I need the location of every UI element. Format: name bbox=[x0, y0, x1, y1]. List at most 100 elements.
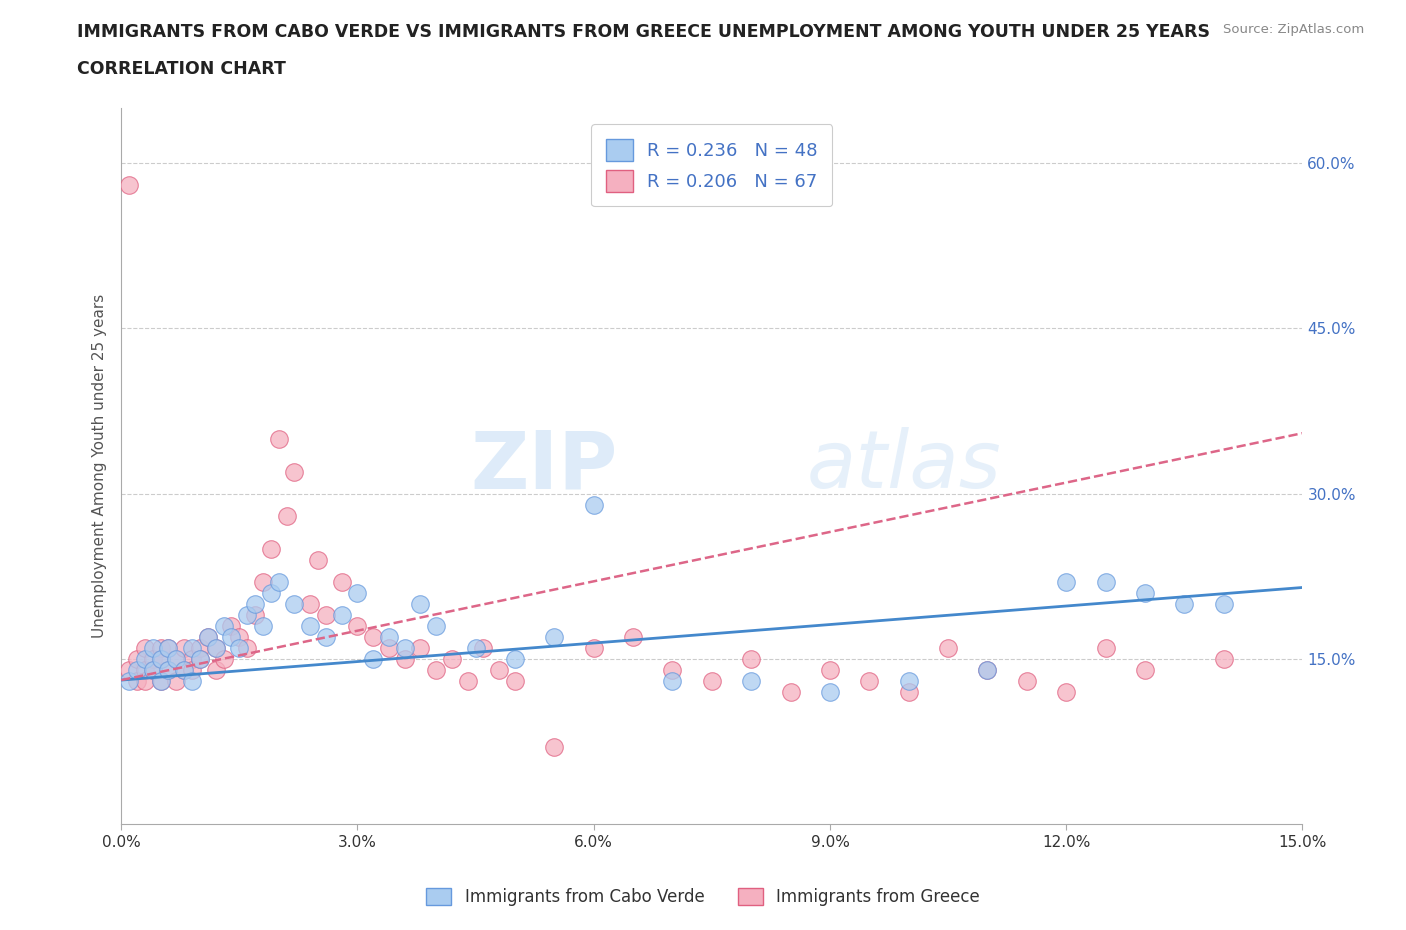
Point bbox=[1133, 663, 1156, 678]
Point bbox=[1212, 596, 1234, 611]
Point bbox=[346, 618, 368, 633]
Point bbox=[582, 498, 605, 512]
Point bbox=[149, 652, 172, 667]
Point bbox=[267, 432, 290, 446]
Point bbox=[378, 641, 401, 656]
Point bbox=[134, 673, 156, 688]
Point bbox=[188, 652, 211, 667]
Point bbox=[197, 630, 219, 644]
Point bbox=[260, 541, 283, 556]
Point bbox=[134, 652, 156, 667]
Point bbox=[394, 652, 416, 667]
Point bbox=[315, 607, 337, 622]
Point bbox=[361, 630, 384, 644]
Point bbox=[425, 663, 447, 678]
Point bbox=[149, 641, 172, 656]
Point bbox=[188, 641, 211, 656]
Y-axis label: Unemployment Among Youth under 25 years: Unemployment Among Youth under 25 years bbox=[93, 294, 107, 638]
Point bbox=[181, 641, 204, 656]
Point bbox=[472, 641, 495, 656]
Point bbox=[125, 673, 148, 688]
Point bbox=[299, 618, 322, 633]
Legend: R = 0.236   N = 48, R = 0.206   N = 67: R = 0.236 N = 48, R = 0.206 N = 67 bbox=[592, 125, 832, 206]
Point bbox=[740, 673, 762, 688]
Point bbox=[228, 630, 250, 644]
Point bbox=[661, 663, 683, 678]
Point bbox=[283, 596, 305, 611]
Point bbox=[1133, 586, 1156, 601]
Point bbox=[315, 630, 337, 644]
Point bbox=[118, 178, 141, 193]
Point bbox=[503, 652, 526, 667]
Point bbox=[221, 630, 243, 644]
Point bbox=[818, 684, 841, 699]
Point bbox=[125, 652, 148, 667]
Point bbox=[488, 663, 510, 678]
Point bbox=[118, 663, 141, 678]
Point bbox=[243, 607, 266, 622]
Point bbox=[1094, 575, 1116, 590]
Point bbox=[936, 641, 959, 656]
Point bbox=[582, 641, 605, 656]
Point bbox=[661, 673, 683, 688]
Point bbox=[457, 673, 479, 688]
Point bbox=[252, 618, 274, 633]
Point bbox=[543, 630, 565, 644]
Point bbox=[149, 652, 172, 667]
Point bbox=[197, 630, 219, 644]
Point bbox=[173, 641, 195, 656]
Point bbox=[149, 673, 172, 688]
Point bbox=[1054, 684, 1077, 699]
Point bbox=[897, 684, 920, 699]
Text: ZIP: ZIP bbox=[470, 427, 617, 505]
Point bbox=[173, 663, 195, 678]
Point bbox=[361, 652, 384, 667]
Point bbox=[976, 663, 998, 678]
Point bbox=[409, 641, 432, 656]
Point bbox=[221, 618, 243, 633]
Point bbox=[204, 641, 226, 656]
Point bbox=[149, 673, 172, 688]
Point bbox=[779, 684, 801, 699]
Point bbox=[157, 663, 180, 678]
Point bbox=[425, 618, 447, 633]
Point bbox=[330, 575, 353, 590]
Point bbox=[157, 663, 180, 678]
Point bbox=[330, 607, 353, 622]
Point bbox=[1015, 673, 1038, 688]
Point bbox=[858, 673, 880, 688]
Point bbox=[897, 673, 920, 688]
Point bbox=[157, 641, 180, 656]
Point bbox=[134, 663, 156, 678]
Point bbox=[260, 586, 283, 601]
Point bbox=[252, 575, 274, 590]
Point bbox=[142, 663, 165, 678]
Point bbox=[212, 652, 235, 667]
Point bbox=[1173, 596, 1195, 611]
Point bbox=[307, 552, 329, 567]
Point bbox=[818, 663, 841, 678]
Point bbox=[157, 641, 180, 656]
Point bbox=[276, 509, 298, 524]
Point bbox=[243, 596, 266, 611]
Text: IMMIGRANTS FROM CABO VERDE VS IMMIGRANTS FROM GREECE UNEMPLOYMENT AMONG YOUTH UN: IMMIGRANTS FROM CABO VERDE VS IMMIGRANTS… bbox=[77, 23, 1211, 41]
Point bbox=[976, 663, 998, 678]
Point bbox=[181, 652, 204, 667]
Point bbox=[1212, 652, 1234, 667]
Point bbox=[165, 652, 187, 667]
Point bbox=[700, 673, 723, 688]
Point bbox=[165, 673, 187, 688]
Text: atlas: atlas bbox=[807, 427, 1001, 505]
Point bbox=[204, 663, 226, 678]
Point bbox=[236, 607, 259, 622]
Point bbox=[181, 673, 204, 688]
Point bbox=[165, 652, 187, 667]
Point bbox=[409, 596, 432, 611]
Point bbox=[283, 464, 305, 479]
Point bbox=[621, 630, 644, 644]
Text: Source: ZipAtlas.com: Source: ZipAtlas.com bbox=[1223, 23, 1364, 36]
Point bbox=[142, 663, 165, 678]
Point bbox=[142, 652, 165, 667]
Point bbox=[142, 641, 165, 656]
Point bbox=[503, 673, 526, 688]
